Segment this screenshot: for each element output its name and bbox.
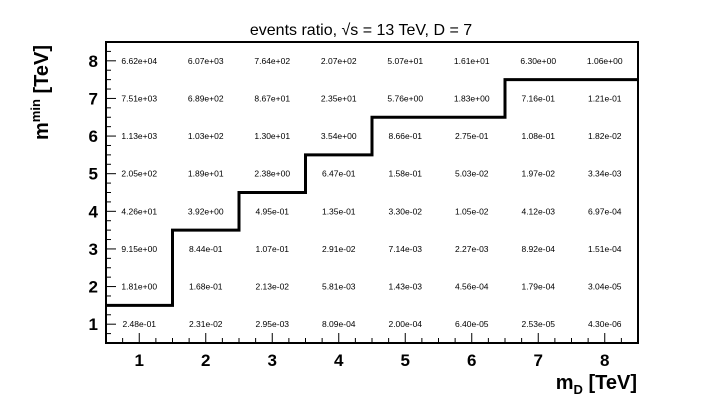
cell-value: 1.43e-03 <box>388 282 422 292</box>
x-tick-label: 5 <box>401 351 410 370</box>
cell-value: 1.05e-02 <box>455 206 489 216</box>
cell-value: 2.05e+02 <box>121 169 157 179</box>
cell-value: 1.30e+01 <box>254 131 290 141</box>
cell-value: 1.82e-02 <box>588 131 622 141</box>
cell-value: 1.68e-01 <box>189 282 223 292</box>
cell-value: 6.97e-04 <box>588 206 622 216</box>
y-tick-labels: 1 2 3 4 5 6 7 8 <box>89 52 99 334</box>
x-axis-label-base: m <box>556 372 574 394</box>
y-tick-label: 6 <box>89 127 98 146</box>
y-axis-label-sup: min <box>28 99 43 122</box>
boundary-line <box>106 78 638 307</box>
cell-value: 7.51e+03 <box>121 93 157 103</box>
cell-value: 7.16e-01 <box>521 93 555 103</box>
y-tick-label: 7 <box>89 89 98 108</box>
cell-value: 2.48e-01 <box>122 319 156 329</box>
cell-value: 4.95e-01 <box>255 206 289 216</box>
cell-value: 4.56e-04 <box>455 282 489 292</box>
cell-value: 1.06e+00 <box>587 56 623 66</box>
cell-value: 2.95e-03 <box>255 319 289 329</box>
cell-value: 5.07e+01 <box>387 56 423 66</box>
cell-value: 3.34e-03 <box>588 169 622 179</box>
x-tick-label: 1 <box>135 351 144 370</box>
cell-value: 2.38e+00 <box>254 169 290 179</box>
cell-value: 1.13e+03 <box>121 131 157 141</box>
cell-value: 1.89e+01 <box>188 169 224 179</box>
y-tick-label: 2 <box>89 278 98 297</box>
cell-value: 5.03e-02 <box>455 169 489 179</box>
cell-value: 1.61e+01 <box>454 56 490 66</box>
cell-value: 5.76e+00 <box>387 93 423 103</box>
x-tick-label: 8 <box>600 351 609 370</box>
cell-value: 6.30e+00 <box>520 56 556 66</box>
y-axis-label-rest: [TeV] <box>31 45 53 99</box>
cell-value: 6.40e-05 <box>455 319 489 329</box>
cell-value: 7.64e+02 <box>254 56 290 66</box>
x-axis-label: mD [TeV] <box>556 372 637 397</box>
cell-value: 6.89e+02 <box>188 93 224 103</box>
plot-frame <box>105 41 639 344</box>
cell-value: 4.30e-06 <box>588 319 622 329</box>
cell-values: 6.62e+04 6.07e+03 7.64e+02 2.07e+02 5.07e+01… <box>121 56 622 329</box>
cell-value: 1.83e+00 <box>454 93 490 103</box>
cell-value: 2.07e+02 <box>321 56 357 66</box>
cell-value: 6.62e+04 <box>121 56 157 66</box>
cell-value: 2.27e-03 <box>455 244 489 254</box>
cell-value: 8.92e-04 <box>521 244 555 254</box>
cell-value: 1.81e+00 <box>121 282 157 292</box>
cell-value: 1.07e-01 <box>255 244 289 254</box>
cell-value: 1.35e-01 <box>322 206 356 216</box>
x-ticks <box>105 333 639 343</box>
y-tick-label: 8 <box>89 52 98 71</box>
cell-value: 5.81e-03 <box>322 282 356 292</box>
cell-value: 1.58e-01 <box>388 169 422 179</box>
y-axis-label: mmin [TeV] <box>28 45 53 140</box>
cell-value: 4.26e+01 <box>121 206 157 216</box>
cell-value: 2.53e-05 <box>521 319 555 329</box>
cell-value: 7.14e-03 <box>388 244 422 254</box>
cell-value: 4.12e-03 <box>521 206 555 216</box>
cell-value: 9.15e+00 <box>121 244 157 254</box>
x-tick-label: 4 <box>334 351 344 370</box>
cell-value: 2.91e-02 <box>322 244 356 254</box>
cell-value: 2.00e-04 <box>388 319 422 329</box>
x-tick-label: 6 <box>467 351 476 370</box>
cell-value: 3.30e-02 <box>388 206 422 216</box>
x-axis-label-sub: D <box>574 382 583 397</box>
x-tick-label: 7 <box>534 351 543 370</box>
cell-value: 1.03e+02 <box>188 131 224 141</box>
cell-value: 1.79e-04 <box>521 282 555 292</box>
y-axis-label-base: m <box>31 122 53 140</box>
cell-value: 6.07e+03 <box>188 56 224 66</box>
x-tick-label: 3 <box>268 351 277 370</box>
cell-value: 2.31e-02 <box>189 319 223 329</box>
y-tick-label: 3 <box>89 240 98 259</box>
cell-value: 8.44e-01 <box>189 244 223 254</box>
chart-title: events ratio, √s = 13 TeV, D = 7 <box>250 22 472 39</box>
cell-value: 3.92e+00 <box>188 206 224 216</box>
y-tick-label: 1 <box>89 315 98 334</box>
cell-value: 1.97e-02 <box>521 169 555 179</box>
y-tick-label: 5 <box>89 165 98 184</box>
cell-value: 2.13e-02 <box>255 282 289 292</box>
x-tick-labels: 1 2 3 4 5 6 7 8 <box>135 351 610 370</box>
cell-value: 1.08e-01 <box>521 131 555 141</box>
cell-value: 3.54e+00 <box>321 131 357 141</box>
cell-value: 1.51e-04 <box>588 244 622 254</box>
cell-value: 2.35e+01 <box>321 93 357 103</box>
cell-value: 8.09e-04 <box>322 319 356 329</box>
cell-value: 8.67e+01 <box>254 93 290 103</box>
cell-value: 8.66e-01 <box>388 131 422 141</box>
cell-value: 6.47e-01 <box>322 169 356 179</box>
x-axis-label-rest: [TeV] <box>583 372 637 394</box>
cell-value: 1.21e-01 <box>588 93 622 103</box>
cell-value: 2.75e-01 <box>455 131 489 141</box>
x-tick-label: 2 <box>201 351 210 370</box>
y-ticks <box>106 41 116 344</box>
cell-value: 3.04e-05 <box>588 282 622 292</box>
y-tick-label: 4 <box>89 202 99 221</box>
